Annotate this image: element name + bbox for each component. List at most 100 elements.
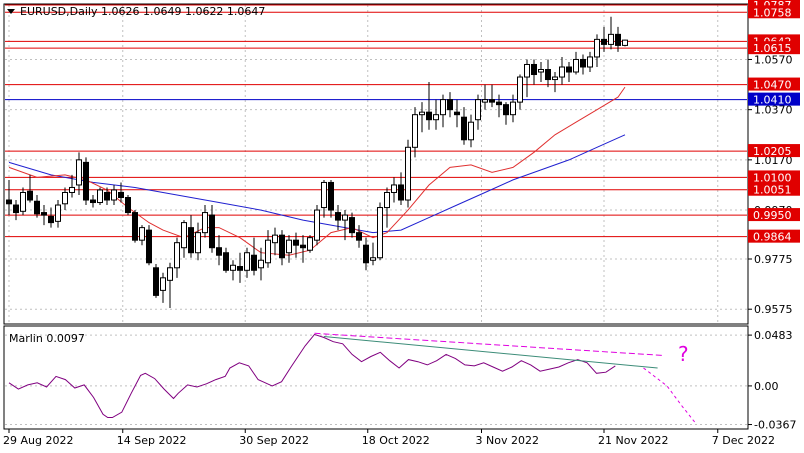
price-panel[interactable]	[3, 3, 749, 325]
candle[interactable]	[377, 202, 383, 261]
candle[interactable]	[272, 227, 278, 256]
candle[interactable]	[419, 102, 425, 133]
candle[interactable]	[335, 205, 341, 231]
candle[interactable]	[510, 94, 516, 123]
candle-body-bear	[454, 111, 460, 116]
candle[interactable]	[13, 200, 19, 221]
candle[interactable]	[503, 102, 509, 125]
candle[interactable]	[6, 179, 12, 216]
candle[interactable]	[153, 264, 159, 298]
candle[interactable]	[496, 94, 502, 118]
candle[interactable]	[230, 260, 236, 281]
candle[interactable]	[48, 207, 54, 228]
candle[interactable]	[223, 247, 229, 273]
candle-body-bear	[566, 66, 572, 73]
candle[interactable]	[188, 215, 194, 258]
candle[interactable]	[132, 210, 138, 243]
candle[interactable]	[76, 152, 82, 195]
indicator-panel[interactable]	[3, 325, 749, 430]
candle-body-bull	[377, 207, 383, 259]
candle[interactable]	[237, 252, 243, 283]
candle[interactable]	[167, 262, 173, 308]
candle[interactable]	[251, 237, 257, 276]
candle[interactable]	[307, 235, 313, 253]
candle[interactable]	[475, 94, 481, 130]
candle[interactable]	[552, 72, 558, 93]
candle[interactable]	[454, 99, 460, 128]
candle[interactable]	[391, 177, 397, 203]
candle[interactable]	[328, 179, 334, 218]
candle[interactable]	[244, 247, 250, 278]
candle[interactable]	[321, 179, 327, 218]
candle[interactable]	[594, 34, 600, 67]
candle[interactable]	[160, 272, 166, 303]
price-level-tag	[748, 41, 800, 55]
candle[interactable]	[405, 139, 411, 208]
candle[interactable]	[90, 194, 96, 208]
candle[interactable]	[559, 56, 565, 85]
candle[interactable]	[111, 184, 117, 206]
candle[interactable]	[300, 235, 306, 263]
candle[interactable]	[587, 51, 593, 73]
candle[interactable]	[83, 157, 89, 206]
candle[interactable]	[41, 205, 47, 226]
candle[interactable]	[195, 222, 201, 261]
candle[interactable]	[370, 242, 376, 266]
price-level-tag	[748, 208, 800, 222]
candle[interactable]	[62, 187, 68, 211]
candle[interactable]	[580, 54, 586, 75]
candle[interactable]	[181, 220, 187, 258]
candle[interactable]	[615, 26, 621, 52]
candle[interactable]	[426, 82, 432, 130]
candle[interactable]	[146, 225, 152, 266]
candle[interactable]	[258, 247, 264, 281]
candle[interactable]	[489, 84, 495, 108]
price-level-tag	[748, 229, 800, 243]
candle[interactable]	[461, 107, 467, 145]
candle[interactable]	[384, 187, 390, 228]
candle[interactable]	[286, 235, 292, 263]
candle[interactable]	[209, 205, 215, 253]
candle[interactable]	[279, 230, 285, 266]
date-tick-label: 7 Dec 2022	[712, 434, 775, 447]
candle[interactable]	[20, 187, 26, 216]
candle[interactable]	[538, 61, 544, 83]
candle[interactable]	[531, 59, 537, 85]
candle[interactable]	[97, 187, 103, 206]
candle[interactable]	[517, 74, 523, 110]
candle[interactable]	[118, 182, 124, 203]
candle[interactable]	[55, 200, 61, 228]
candle-body-bull	[69, 186, 75, 193]
candle[interactable]	[34, 194, 40, 218]
candle[interactable]	[398, 172, 404, 206]
candle[interactable]	[468, 114, 474, 148]
candle[interactable]	[622, 39, 628, 47]
candle[interactable]	[524, 59, 530, 98]
candle[interactable]	[412, 107, 418, 158]
candle[interactable]	[573, 51, 579, 75]
candle[interactable]	[608, 16, 614, 50]
candle[interactable]	[314, 205, 320, 246]
candle[interactable]	[447, 92, 453, 118]
candle[interactable]	[216, 235, 222, 266]
candle[interactable]	[125, 194, 131, 216]
candle[interactable]	[293, 232, 299, 258]
candle[interactable]	[202, 205, 208, 238]
candle[interactable]	[433, 99, 439, 130]
candle[interactable]	[356, 225, 362, 248]
candle[interactable]	[566, 61, 572, 83]
candle[interactable]	[440, 94, 446, 128]
dropdown-triangle-icon[interactable]	[7, 9, 15, 14]
candle[interactable]	[545, 59, 551, 88]
candle[interactable]	[349, 212, 355, 238]
candle[interactable]	[601, 26, 607, 52]
candle[interactable]	[139, 225, 145, 246]
candle[interactable]	[363, 237, 369, 271]
candle[interactable]	[265, 230, 271, 268]
candle[interactable]	[104, 187, 110, 206]
candle[interactable]	[482, 84, 488, 110]
candle[interactable]	[342, 210, 348, 241]
candle[interactable]	[27, 174, 33, 203]
candle[interactable]	[174, 237, 180, 278]
candle[interactable]	[69, 174, 75, 198]
